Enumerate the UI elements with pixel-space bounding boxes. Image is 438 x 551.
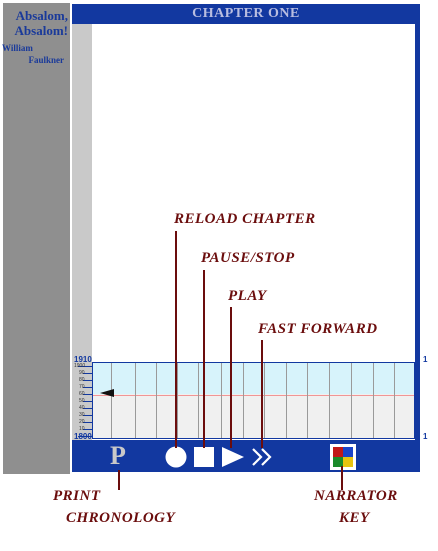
- control-bar: [72, 440, 420, 472]
- ruler-strip: [72, 24, 92, 440]
- chapter-title: CHAPTER ONE: [192, 6, 300, 21]
- play-button[interactable]: [221, 446, 245, 468]
- ruler-tick: [83, 387, 92, 388]
- ruler-tick-label: 30: [79, 412, 85, 418]
- timeline-gridline: [307, 363, 308, 438]
- callout-fast-forward: FAST FORWARD: [258, 321, 378, 337]
- author-name: William Faulkner: [2, 42, 64, 66]
- timeline-gridline: [286, 363, 287, 438]
- reload-chapter-button[interactable]: [165, 446, 187, 468]
- callout-line-fast-forward: [261, 340, 263, 448]
- timeline-gridline: [111, 363, 112, 438]
- year-ruler: [72, 362, 92, 440]
- right-ruler-top: 1: [423, 355, 428, 364]
- book-title-line1: Absalom,: [15, 8, 68, 23]
- circle-icon: [165, 446, 187, 468]
- fast-forward-button[interactable]: [251, 446, 273, 468]
- ruler-tick: [78, 436, 92, 437]
- play-icon: [222, 447, 244, 467]
- ruler-tick-label: 40: [79, 405, 85, 411]
- callout-print-line1: PRINT: [53, 488, 101, 504]
- ruler-tick: [83, 401, 92, 402]
- ruler-tick: [78, 366, 92, 367]
- callout-line-play: [230, 307, 232, 448]
- callout-reload-chapter: RELOAD CHAPTER: [174, 211, 316, 227]
- callout-pause-stop: PAUSE/STOP: [201, 250, 295, 266]
- timeline-position-marker[interactable]: [100, 389, 114, 397]
- ruler-tick-label: 10: [79, 426, 85, 432]
- timeline-gridline: [156, 363, 157, 438]
- callout-narrator-line2: KEY: [339, 510, 370, 526]
- timeline-gridline: [198, 363, 199, 438]
- narrator-key-button[interactable]: [330, 444, 356, 470]
- ruler-tick: [83, 415, 92, 416]
- ruler-tick-label: 60: [79, 391, 85, 397]
- timeline-gridline: [177, 363, 178, 438]
- timeline-chart[interactable]: [92, 362, 415, 439]
- book-title: Absalom, Absalom!: [2, 8, 68, 38]
- author-last: Faulkner: [28, 55, 64, 65]
- timeline-gridline: [221, 363, 222, 438]
- ruler-tick-label: 90: [79, 370, 85, 376]
- callout-print-line2: CHRONOLOGY: [66, 510, 176, 526]
- callout-line-reload: [175, 231, 177, 448]
- ruler-tick: [83, 394, 92, 395]
- ruler-tick: [83, 429, 92, 430]
- ruler-tick-label: 80: [79, 377, 85, 383]
- book-title-line2: Absalom!: [14, 23, 68, 38]
- timeline-gridline: [264, 363, 265, 438]
- pause-stop-button[interactable]: [194, 447, 214, 467]
- callout-narrator-line1: NARRATOR: [314, 488, 398, 504]
- callout-line-pause: [203, 270, 205, 448]
- timeline-upper-band: [93, 363, 414, 394]
- author-first: William: [2, 43, 33, 53]
- ruler-tick-label: 1900: [74, 363, 86, 369]
- ruler-tick: [83, 373, 92, 374]
- timeline-gridline: [373, 363, 374, 438]
- timeline-gridline: [351, 363, 352, 438]
- ruler-tick: [83, 408, 92, 409]
- ruler-tick-label: 20: [79, 419, 85, 425]
- timeline-current-line: [93, 395, 414, 396]
- ruler-tick: [83, 380, 92, 381]
- ruler-tick: [83, 422, 92, 423]
- callout-line-print: [118, 470, 120, 490]
- ruler-tick-label: 70: [79, 384, 85, 390]
- sidebar: [3, 3, 70, 474]
- timeline-gridline: [243, 363, 244, 438]
- timeline-gridline: [135, 363, 136, 438]
- frame-right-edge: [415, 24, 418, 440]
- right-ruler-bottom: 1: [423, 432, 428, 441]
- callout-play: PLAY: [228, 288, 267, 304]
- ruler-start-year: 1910: [74, 355, 92, 364]
- callout-line-narrator: [341, 466, 343, 490]
- print-chronology-button[interactable]: P: [110, 441, 126, 470]
- timeline-gridline: [394, 363, 395, 438]
- timeline-gridline: [329, 363, 330, 438]
- ruler-tick-label: 50: [79, 398, 85, 404]
- ruler-end-year: 1800: [74, 432, 92, 441]
- fast-forward-icon: [252, 448, 263, 466]
